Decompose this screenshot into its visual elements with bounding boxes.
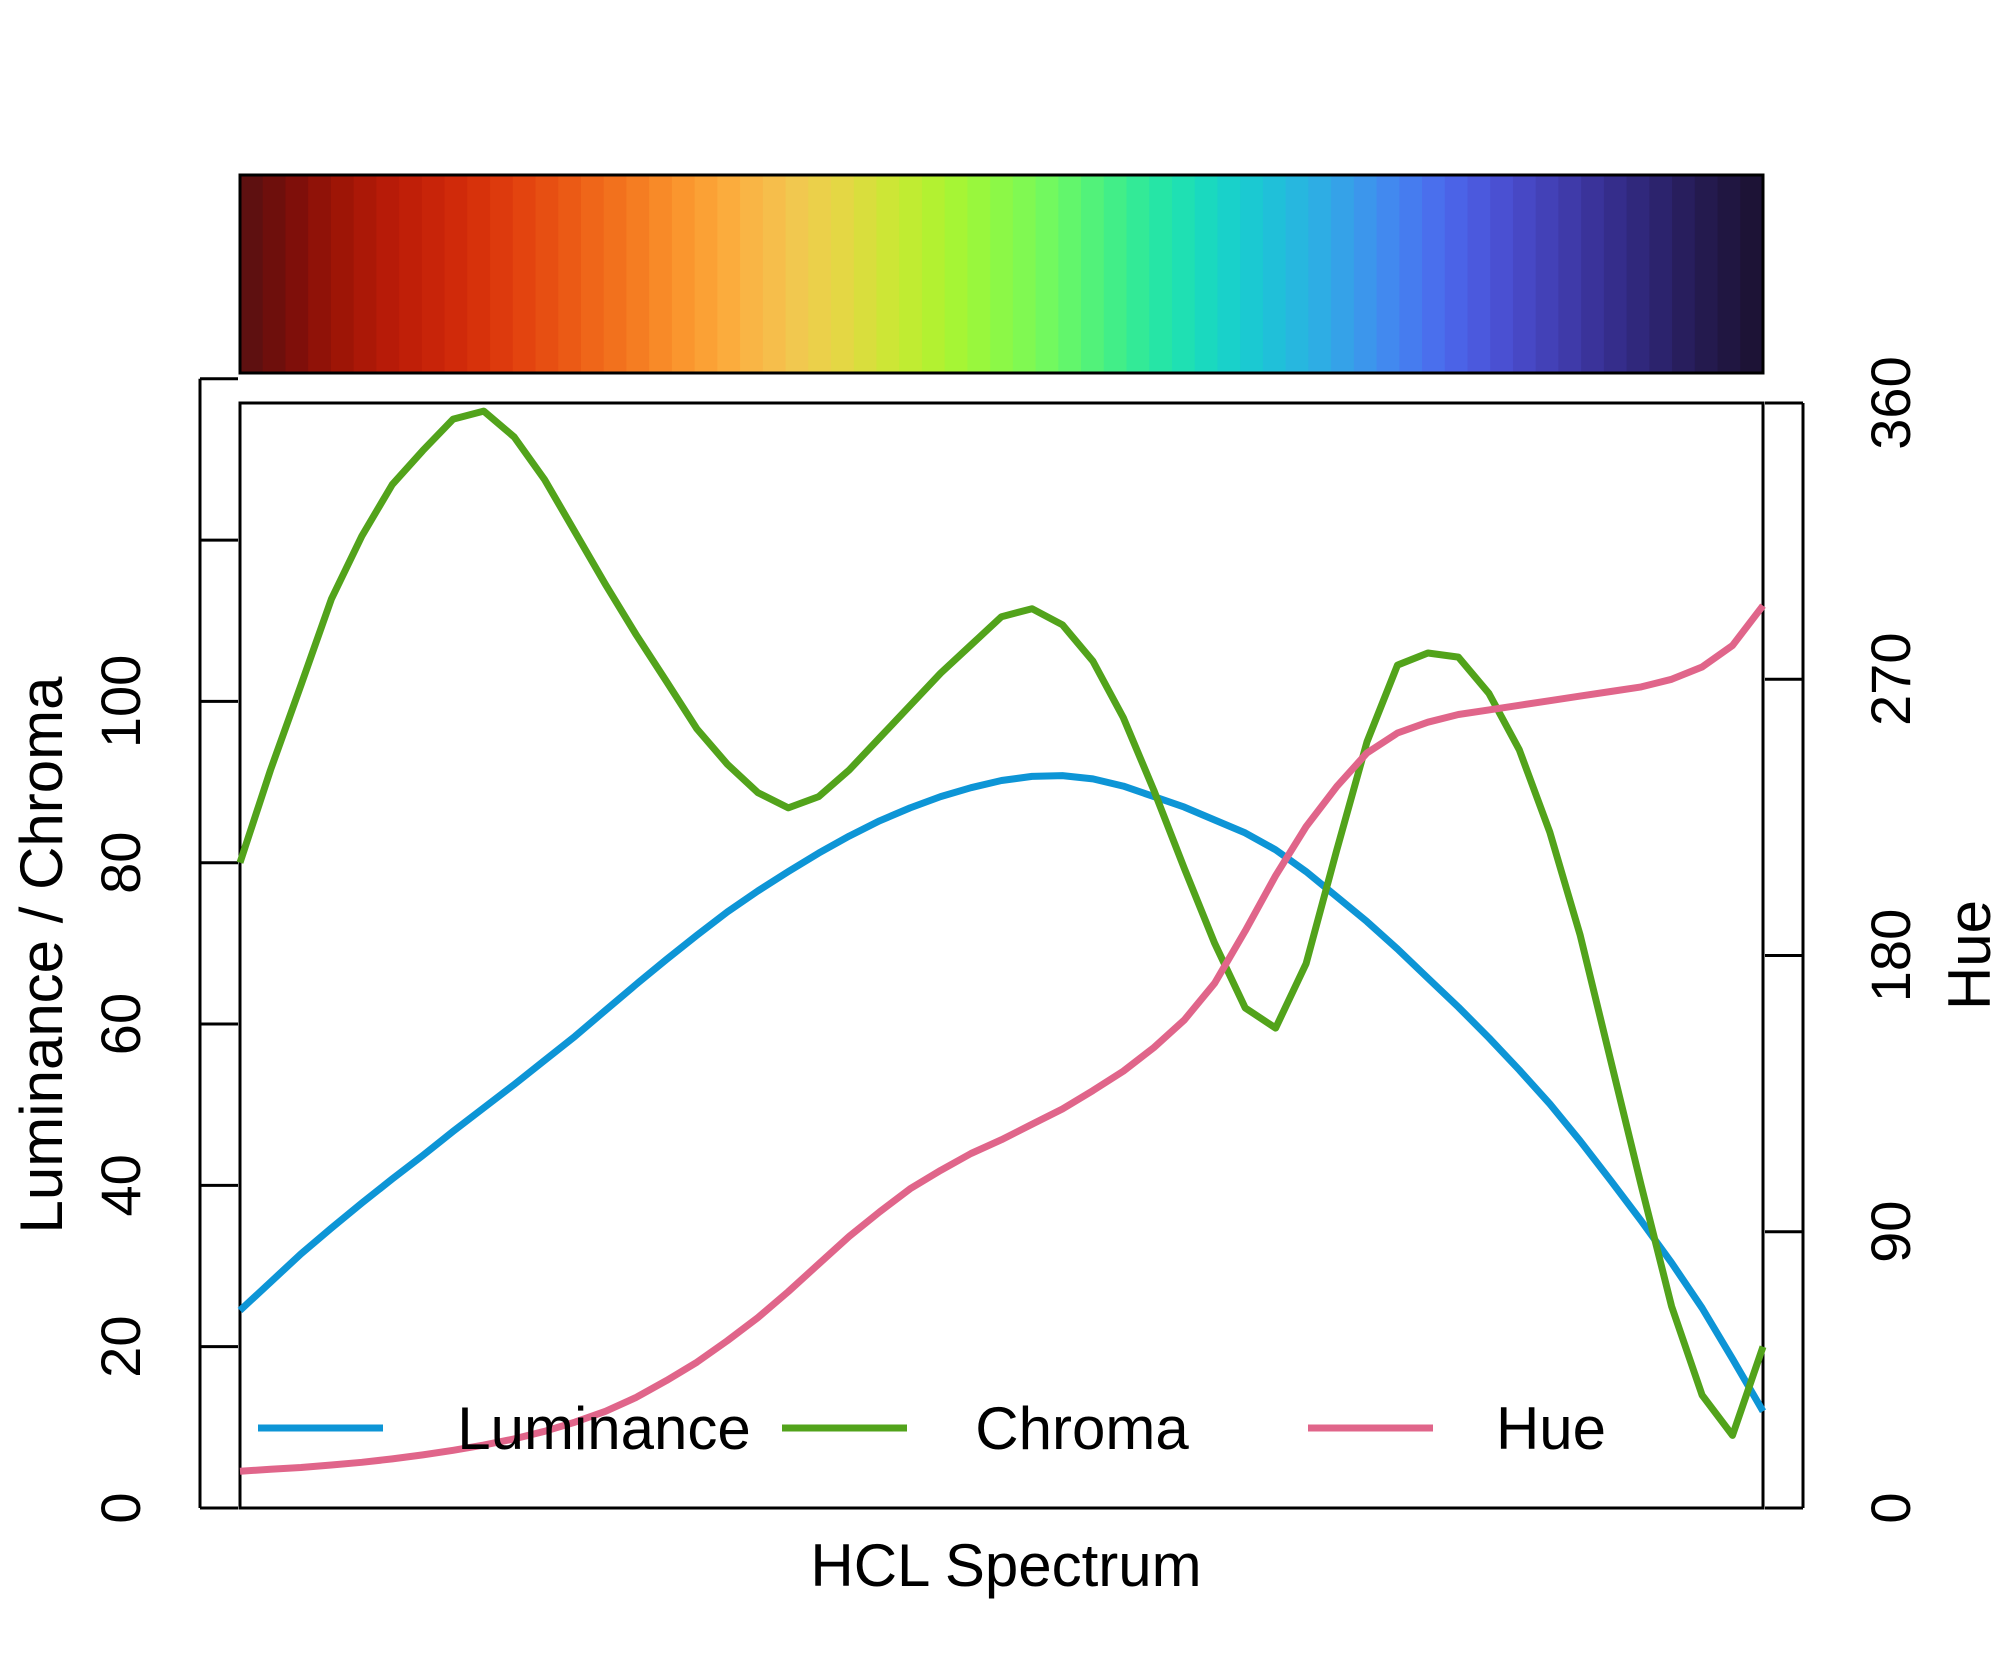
colorbar-swatch	[1171, 175, 1196, 373]
colorbar-swatch	[626, 175, 650, 373]
right-tick-label: 360	[1859, 356, 1922, 449]
left-tick-label: 40	[89, 1154, 152, 1216]
colorbar-swatch	[399, 175, 423, 373]
colorbar-swatch	[1399, 175, 1423, 373]
colorbar-swatch	[376, 175, 400, 373]
colorbar-swatch	[1626, 175, 1651, 373]
legend-label-luminance: Luminance	[457, 1395, 751, 1462]
colorbar-swatch	[1694, 175, 1719, 373]
series-line-hue	[239, 603, 1766, 1475]
right-y-axis: 0 90 180 270 360	[1765, 356, 1922, 1524]
left-tick-label: 60	[89, 993, 152, 1055]
colorbar-swatch	[1240, 175, 1264, 373]
colorbar-swatch	[308, 175, 332, 373]
left-tick-label: 100	[89, 655, 152, 748]
colorbar-swatch	[330, 175, 355, 373]
colorbar-swatch	[285, 175, 309, 373]
colorbar-swatch	[899, 175, 923, 373]
colorbar-swatch	[512, 175, 537, 373]
x-axis-label: HCL Spectrum	[810, 1532, 1201, 1599]
colorbar-swatch	[1422, 175, 1446, 373]
colorbar-swatch	[603, 175, 628, 373]
series-line-luminance	[237, 772, 1767, 1413]
colorbar-swatch	[853, 175, 878, 373]
colorbar-swatch	[671, 175, 696, 373]
legend-label-hue: Hue	[1496, 1395, 1606, 1462]
colorbar-swatch	[1376, 175, 1401, 373]
colorbar-swatch	[762, 175, 787, 373]
colorbar-swatch	[944, 175, 969, 373]
colorbar-swatch	[1444, 175, 1469, 373]
left-tick-label: 80	[89, 832, 152, 894]
colorbar-swatch	[1149, 175, 1173, 373]
colorbar-swatch	[1103, 175, 1128, 373]
colorbar-swatch	[694, 175, 719, 373]
colorbar-swatch	[444, 175, 469, 373]
colorbar-swatch	[717, 175, 741, 373]
right-y-axis-label: Hue	[1936, 900, 2000, 1010]
colorbar-swatch	[1353, 175, 1378, 373]
colorbar-swatch	[580, 175, 605, 373]
colorbar-swatch	[490, 175, 514, 373]
right-tick-label: 90	[1859, 1201, 1922, 1263]
colorbar-swatch	[1490, 175, 1514, 373]
colorbar-swatch	[967, 175, 991, 373]
colorbar-swatch	[649, 175, 673, 373]
colorbar-swatch	[1581, 175, 1605, 373]
colorbar-swatch	[921, 175, 946, 373]
colorbar-swatch	[1058, 175, 1082, 373]
colorbar-swatch	[831, 175, 855, 373]
colorbar-swatch	[1717, 175, 1742, 373]
colorbar-swatch	[1331, 175, 1355, 373]
colorbar-swatch	[1649, 175, 1673, 373]
colorbar-swatch	[1603, 175, 1628, 373]
colorbar-swatch	[1194, 175, 1219, 373]
colorbar-swatch	[1672, 175, 1696, 373]
left-tick-label: 0	[89, 1492, 152, 1523]
right-tick-label: 180	[1859, 909, 1922, 1002]
left-y-axis-label: Luminance / Chroma	[8, 676, 75, 1234]
colorbar-swatch	[1126, 175, 1151, 373]
left-y-axis: 0 20 40 60 80 100	[89, 377, 238, 1524]
left-tick-label: 20	[89, 1316, 152, 1378]
legend-label-chroma: Chroma	[975, 1395, 1189, 1462]
color-spectrum-frame	[238, 173, 1765, 375]
series-line-chroma	[236, 407, 1767, 1439]
colorbar-swatch	[1262, 175, 1287, 373]
colorbar-swatch	[467, 175, 491, 373]
colorbar-swatch	[240, 175, 264, 373]
plot-area-frame	[238, 401, 1765, 1510]
legend: Luminance Chroma Hue	[258, 1395, 1606, 1462]
colorbar-swatch	[1308, 175, 1332, 373]
right-tick-label: 270	[1859, 633, 1922, 726]
colorbar-swatch	[421, 175, 446, 373]
color-spectrum-bar	[240, 175, 1764, 373]
colorbar-swatch	[1012, 175, 1037, 373]
colorbar-swatch	[808, 175, 832, 373]
colorbar-swatch	[1740, 175, 1764, 373]
colorbar-swatch	[1512, 175, 1537, 373]
colorbar-swatch	[558, 175, 582, 373]
colorbar-swatch	[1535, 175, 1560, 373]
colorbar-swatch	[262, 175, 287, 373]
colorbar-swatch	[990, 175, 1014, 373]
colorbar-swatch	[1285, 175, 1310, 373]
colorbar-swatch	[535, 175, 560, 373]
colorbar-swatch	[876, 175, 901, 373]
right-tick-label: 0	[1859, 1492, 1922, 1523]
colorbar-swatch	[1217, 175, 1241, 373]
colorbar-swatch	[1467, 175, 1492, 373]
colorbar-swatch	[1081, 175, 1105, 373]
colorbar-swatch	[740, 175, 764, 373]
series-lines	[236, 407, 1767, 1475]
colorbar-swatch	[1558, 175, 1582, 373]
colorbar-swatch	[353, 175, 378, 373]
colorbar-swatch	[1035, 175, 1060, 373]
colorbar-swatch	[785, 175, 810, 373]
